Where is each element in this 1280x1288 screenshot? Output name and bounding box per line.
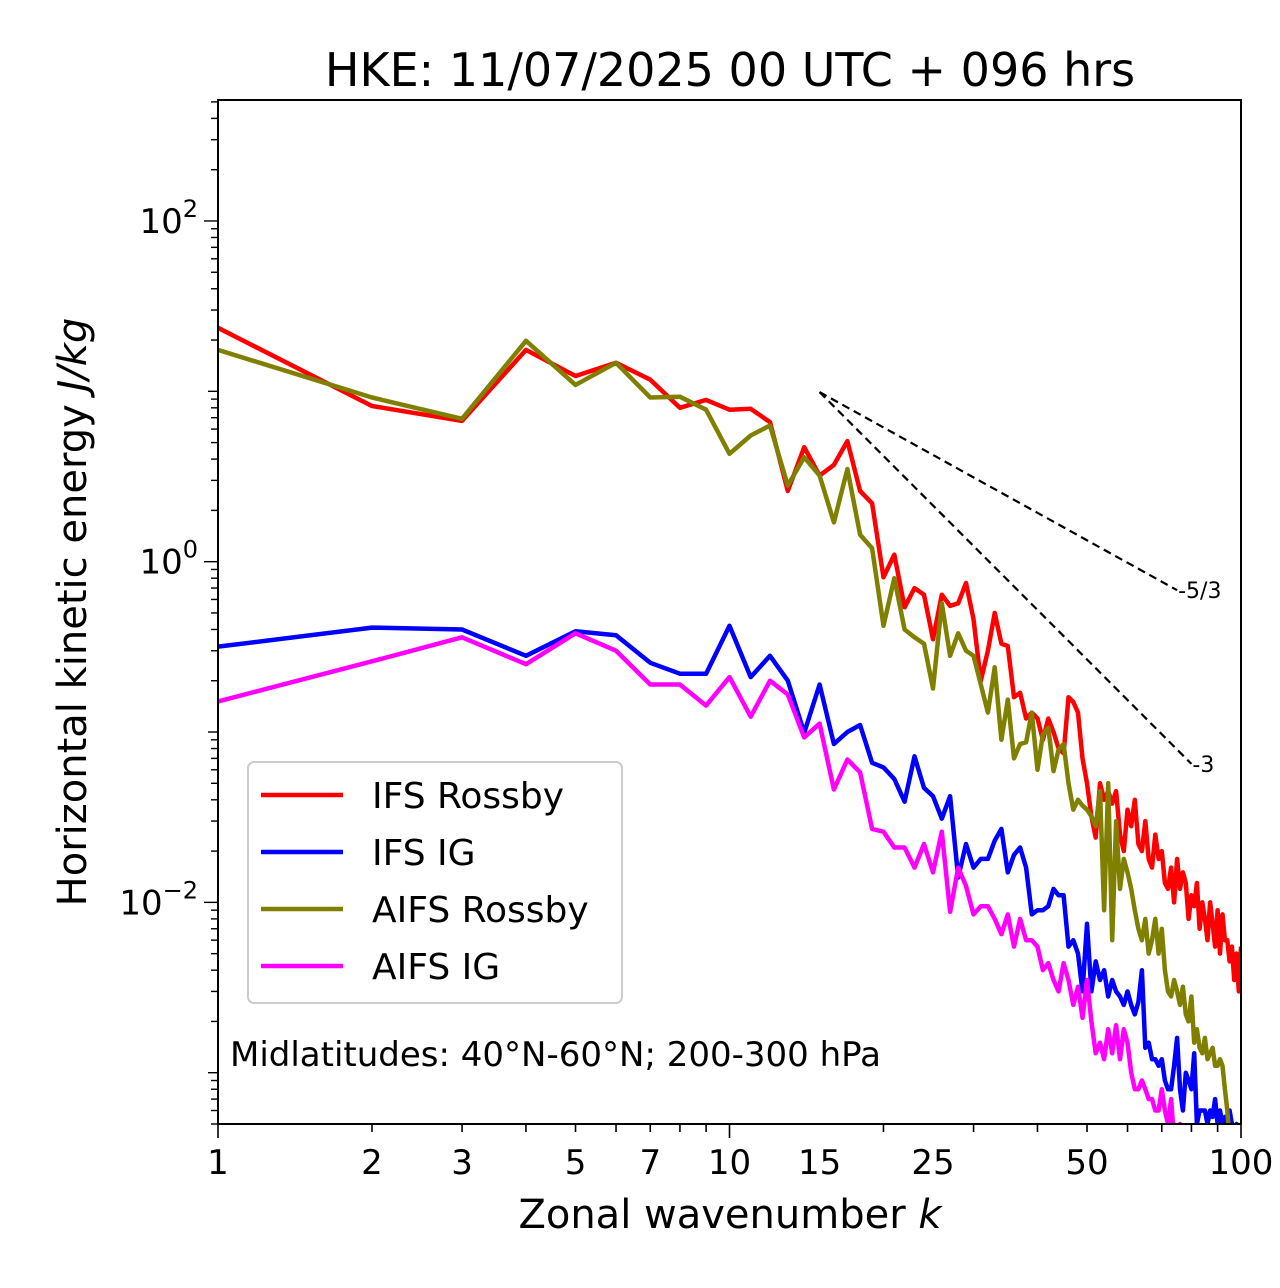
series-line-aifs-rossby (218, 338, 1231, 1124)
legend-label: AIFS Rossby (372, 890, 589, 931)
series-line-aifs-ig (218, 631, 1183, 1124)
y-axis-label: Horizontal kinetic energy J/kg (50, 318, 96, 907)
series-line-ifs-ig (218, 623, 1241, 1124)
y-tick-label: 100 (139, 536, 198, 583)
x-tick-label: 100 (1209, 1143, 1274, 1183)
y-tick-label: 102 (139, 195, 198, 242)
legend: IFS Rossby IFS IG AIFS Rossby AIFS IG (247, 761, 623, 1004)
reference-slope-line (818, 391, 1193, 765)
region-annotation: Midlatitudes: 40°N-60°N; 200-300 hPa (230, 1035, 881, 1075)
x-tick-label: 3 (451, 1143, 473, 1183)
x-tick-label: 25 (911, 1143, 954, 1183)
x-tick-label: 1 (207, 1143, 229, 1183)
x-tick-label: 5 (565, 1143, 587, 1183)
x-axis-label: Zonal wavenumber k (518, 1192, 943, 1238)
x-tick-label: 7 (639, 1143, 661, 1183)
reference-slope-label: -3 (1192, 753, 1214, 778)
legend-label: AIFS IG (372, 947, 500, 988)
reference-slope-line (819, 391, 1178, 592)
x-tick-label: 50 (1065, 1143, 1108, 1183)
y-tick-label: 10−2 (119, 876, 198, 923)
legend-label: IFS Rossby (372, 776, 564, 817)
series-line-ifs-rossby (218, 325, 1241, 994)
legend-label: IFS IG (372, 833, 476, 874)
reference-slope-label: -5/3 (1178, 579, 1221, 604)
x-tick-label: 2 (361, 1143, 383, 1183)
x-tick-label: 15 (798, 1143, 841, 1183)
x-tick-label: 10 (708, 1143, 751, 1183)
chart-title: HKE: 11/07/2025 00 UTC + 096 hrs (325, 43, 1135, 97)
